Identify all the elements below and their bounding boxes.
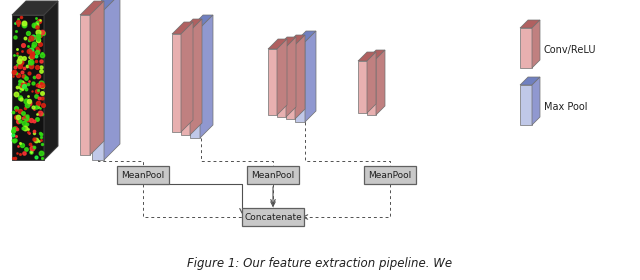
Polygon shape bbox=[277, 37, 296, 47]
Polygon shape bbox=[12, 1, 58, 15]
Polygon shape bbox=[277, 47, 286, 117]
Polygon shape bbox=[367, 52, 376, 113]
Polygon shape bbox=[92, 10, 104, 160]
Polygon shape bbox=[172, 22, 193, 34]
Text: MeanPool: MeanPool bbox=[369, 171, 412, 179]
Polygon shape bbox=[181, 22, 193, 132]
Polygon shape bbox=[44, 1, 58, 160]
Polygon shape bbox=[305, 31, 316, 122]
Polygon shape bbox=[367, 50, 385, 59]
Polygon shape bbox=[190, 28, 200, 138]
FancyBboxPatch shape bbox=[364, 166, 416, 184]
Polygon shape bbox=[532, 20, 540, 68]
Polygon shape bbox=[200, 15, 213, 138]
FancyBboxPatch shape bbox=[117, 166, 169, 184]
Polygon shape bbox=[286, 45, 295, 119]
Text: Concatenate: Concatenate bbox=[244, 213, 302, 221]
Polygon shape bbox=[268, 39, 287, 49]
Polygon shape bbox=[520, 85, 532, 125]
Polygon shape bbox=[532, 77, 540, 125]
Polygon shape bbox=[190, 15, 213, 28]
FancyBboxPatch shape bbox=[242, 208, 304, 226]
Text: MeanPool: MeanPool bbox=[122, 171, 164, 179]
Polygon shape bbox=[268, 49, 277, 115]
Polygon shape bbox=[92, 0, 120, 10]
FancyBboxPatch shape bbox=[247, 166, 299, 184]
Polygon shape bbox=[80, 15, 90, 155]
Polygon shape bbox=[90, 1, 104, 155]
Text: Figure 1: Our feature extraction pipeline. We: Figure 1: Our feature extraction pipelin… bbox=[188, 257, 452, 270]
Text: MeanPool: MeanPool bbox=[252, 171, 294, 179]
Polygon shape bbox=[520, 20, 540, 28]
Polygon shape bbox=[181, 31, 190, 135]
Polygon shape bbox=[295, 42, 305, 122]
Polygon shape bbox=[172, 34, 181, 132]
Polygon shape bbox=[358, 61, 367, 113]
Polygon shape bbox=[104, 0, 120, 160]
Polygon shape bbox=[295, 31, 316, 42]
Polygon shape bbox=[277, 39, 287, 115]
Text: Conv/ReLU: Conv/ReLU bbox=[544, 45, 596, 55]
Text: Max Pool: Max Pool bbox=[544, 102, 588, 112]
Polygon shape bbox=[190, 19, 202, 135]
Polygon shape bbox=[520, 77, 540, 85]
Polygon shape bbox=[520, 28, 532, 68]
Polygon shape bbox=[367, 59, 376, 115]
Polygon shape bbox=[376, 50, 385, 115]
Polygon shape bbox=[80, 1, 104, 15]
Polygon shape bbox=[181, 19, 202, 31]
Polygon shape bbox=[295, 35, 305, 119]
Polygon shape bbox=[12, 15, 44, 160]
Polygon shape bbox=[286, 35, 305, 45]
Polygon shape bbox=[286, 37, 296, 117]
Polygon shape bbox=[358, 52, 376, 61]
